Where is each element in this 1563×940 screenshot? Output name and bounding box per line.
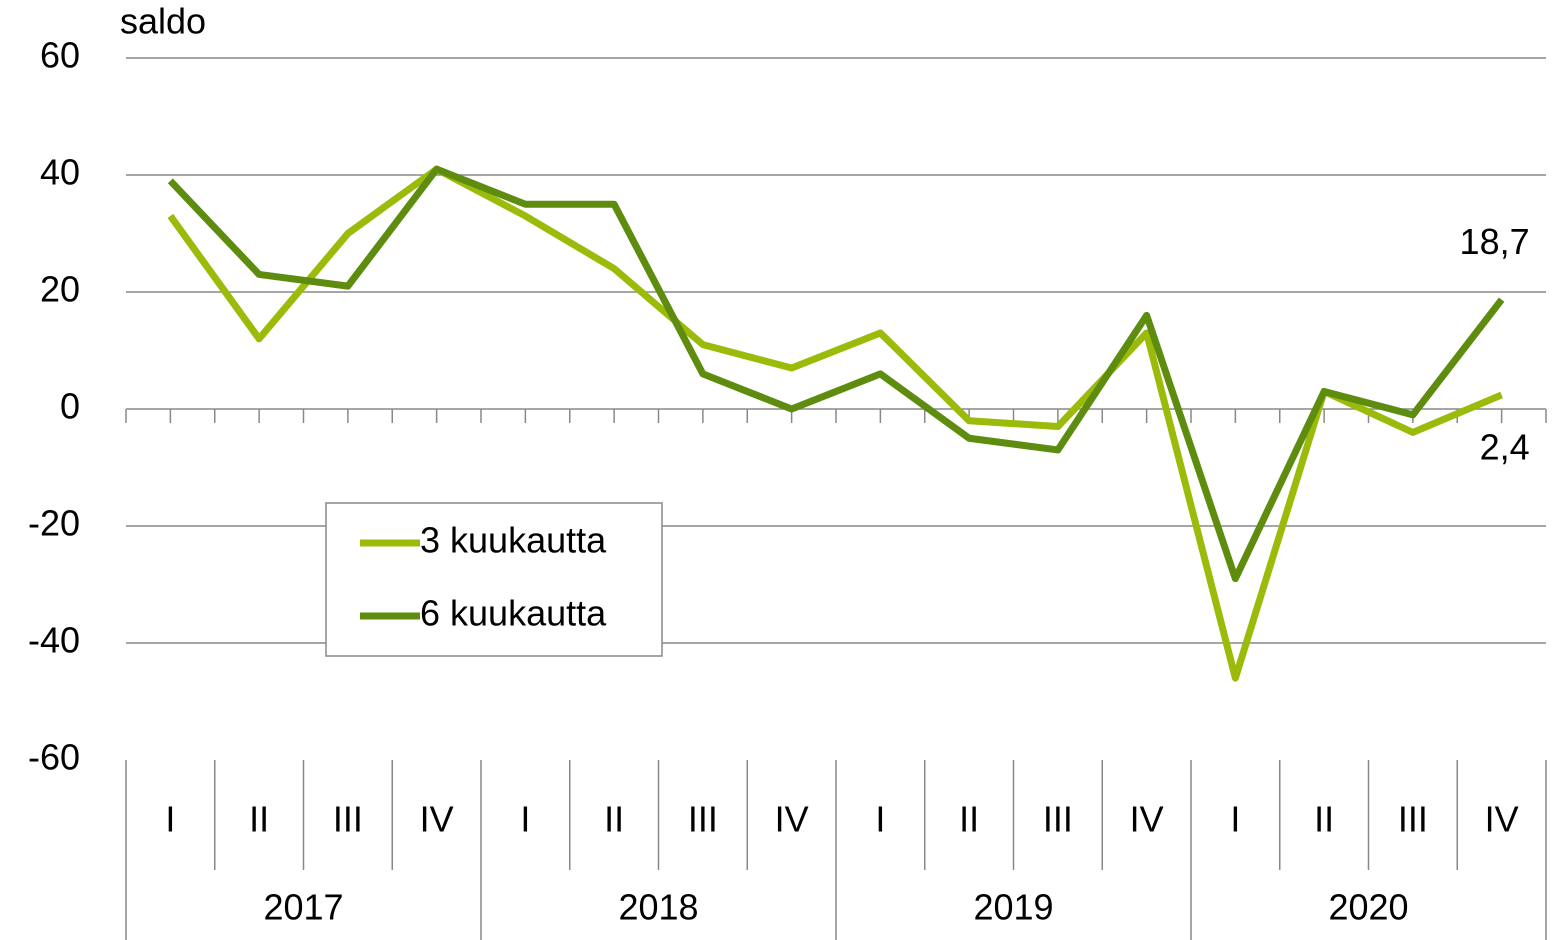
y-tick-label: 40 bbox=[40, 152, 80, 193]
x-group-label: 2020 bbox=[1328, 887, 1408, 928]
y-tick-label: -40 bbox=[28, 620, 80, 661]
y-tick-label: 0 bbox=[60, 386, 80, 427]
legend-label: 6 kuukautta bbox=[420, 593, 607, 634]
x-tick-label: III bbox=[688, 799, 718, 840]
x-tick-label: I bbox=[520, 799, 530, 840]
x-tick-label: I bbox=[1230, 799, 1240, 840]
series-line bbox=[167, 165, 1503, 682]
x-group-label: 2019 bbox=[973, 887, 1053, 928]
legend-box bbox=[325, 502, 663, 657]
x-tick-label: IV bbox=[1485, 799, 1519, 840]
x-tick-label: III bbox=[1398, 799, 1428, 840]
x-tick-label: IV bbox=[420, 799, 454, 840]
x-tick-label: III bbox=[1043, 799, 1073, 840]
y-tick-label: 60 bbox=[40, 35, 80, 76]
x-tick-label: II bbox=[1314, 799, 1334, 840]
x-tick-label: IV bbox=[775, 799, 809, 840]
y-axis-label: saldo bbox=[120, 1, 206, 42]
x-tick-label: I bbox=[875, 799, 885, 840]
x-group-label: 2017 bbox=[263, 887, 343, 928]
y-tick-label: -60 bbox=[28, 737, 80, 778]
data-label: 2,4 bbox=[1480, 426, 1530, 467]
y-tick-label: -20 bbox=[28, 503, 80, 544]
x-tick-label: I bbox=[165, 799, 175, 840]
x-tick-label: II bbox=[249, 799, 269, 840]
x-tick-label: IV bbox=[1130, 799, 1164, 840]
x-tick-label: II bbox=[604, 799, 624, 840]
x-tick-label: II bbox=[959, 799, 979, 840]
legend-label: 3 kuukautta bbox=[420, 520, 607, 561]
x-group-label: 2018 bbox=[618, 887, 698, 928]
series-line bbox=[167, 165, 1505, 583]
x-tick-label: III bbox=[333, 799, 363, 840]
data-label: 18,7 bbox=[1460, 221, 1530, 262]
y-tick-label: 20 bbox=[40, 269, 80, 310]
